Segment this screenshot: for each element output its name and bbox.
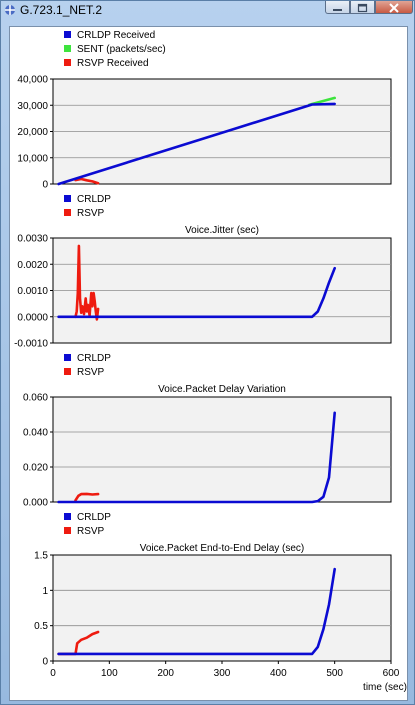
- x-tick-label: 600: [383, 668, 400, 679]
- legend-swatch: [64, 209, 71, 216]
- chart-3: CRLDP RSVP Voice.Packet Delay Variation 0.0…: [23, 353, 392, 509]
- chart-title: Voice.Jitter (sec): [185, 225, 259, 236]
- y-tick-label: 20,000: [17, 127, 48, 138]
- y-tick-label: 0: [42, 657, 48, 668]
- legend-label: CRLDP: [77, 194, 111, 205]
- y-tick-label: 0.0030: [17, 234, 48, 245]
- chart-title: Voice.Packet End-to-End Delay (sec): [140, 543, 305, 554]
- title-bar[interactable]: G.723.1_NET.2: [1, 1, 414, 22]
- legend-swatch: [64, 354, 71, 361]
- y-tick-label: 0.020: [23, 463, 48, 474]
- window-title: G.723.1_NET.2: [20, 3, 103, 17]
- legend-swatch: [64, 59, 71, 66]
- x-tick-label: 0: [50, 668, 56, 679]
- legend-swatch: [64, 527, 71, 534]
- y-tick-label: 0.040: [23, 428, 48, 439]
- legend-label: CRLDP: [77, 512, 111, 523]
- chart-canvas: CRLDP Received SENT (packets/sec) RSVP Rec…: [14, 30, 407, 693]
- chart-1: CRLDP Received SENT (packets/sec) RSVP Rec…: [17, 30, 392, 191]
- y-tick-label: 0.0000: [17, 312, 48, 323]
- plot-area: [52, 396, 392, 503]
- y-tick-label: 0.5: [34, 621, 48, 632]
- y-tick-label: 0.060: [23, 393, 48, 404]
- app-icon: [3, 3, 17, 17]
- y-tick-label: 0.0010: [17, 286, 48, 297]
- y-tick-label: 40,000: [17, 75, 48, 86]
- y-tick-label: 0: [42, 180, 48, 191]
- series-line-rsvp: [74, 244, 100, 321]
- legend-swatch: [64, 513, 71, 520]
- y-tick-label: 0.0020: [17, 260, 48, 271]
- y-tick-label: 0.000: [23, 498, 48, 509]
- y-tick-label: 1.5: [34, 551, 48, 562]
- x-tick-label: 300: [214, 668, 231, 679]
- maximize-button[interactable]: [350, 1, 375, 14]
- legend-swatch: [64, 368, 71, 375]
- x-axis-label: time (sec): [363, 682, 407, 693]
- legend-label: CRLDP Received: [77, 30, 155, 41]
- x-tick-label: 400: [270, 668, 287, 679]
- series-line-crldp: [57, 567, 337, 656]
- y-tick-label: 1: [42, 586, 48, 597]
- legend-label: RSVP: [77, 526, 105, 537]
- chart-4: CRLDP RSVP Voice.Packet End-to-End Delay (…: [34, 512, 407, 693]
- legend-label: RSVP: [77, 367, 105, 378]
- chart-panel: CRLDP Received SENT (packets/sec) RSVP Rec…: [9, 26, 408, 701]
- series-line-crldp: [57, 266, 337, 319]
- minimize-button[interactable]: [325, 1, 350, 14]
- legend-label: CRLDP: [77, 353, 111, 364]
- plot-area: [52, 554, 392, 662]
- legend-swatch: [64, 31, 71, 38]
- legend-swatch: [64, 45, 71, 52]
- close-button[interactable]: [375, 1, 413, 14]
- chart-title: Voice.Packet Delay Variation: [158, 384, 286, 395]
- y-tick-label: 10,000: [17, 153, 48, 164]
- legend-label: RSVP: [77, 208, 105, 219]
- series-line-crldp-received: [57, 102, 337, 186]
- y-tick-label: 30,000: [17, 101, 48, 112]
- x-tick-label: 500: [326, 668, 343, 679]
- series-line-rsvp: [74, 492, 100, 502]
- series-line-crldp: [57, 411, 337, 504]
- legend-label: SENT (packets/sec): [77, 44, 166, 55]
- chart-2: CRLDP RSVP Voice.Jitter (sec) -0.0010 0.0000…: [14, 194, 392, 350]
- x-tick-label: 100: [101, 668, 118, 679]
- x-tick-label: 200: [157, 668, 174, 679]
- legend-swatch: [64, 195, 71, 202]
- series-line-rsvp-received: [74, 177, 100, 185]
- legend-label: RSVP Received: [77, 58, 149, 69]
- y-tick-label: -0.0010: [14, 339, 48, 350]
